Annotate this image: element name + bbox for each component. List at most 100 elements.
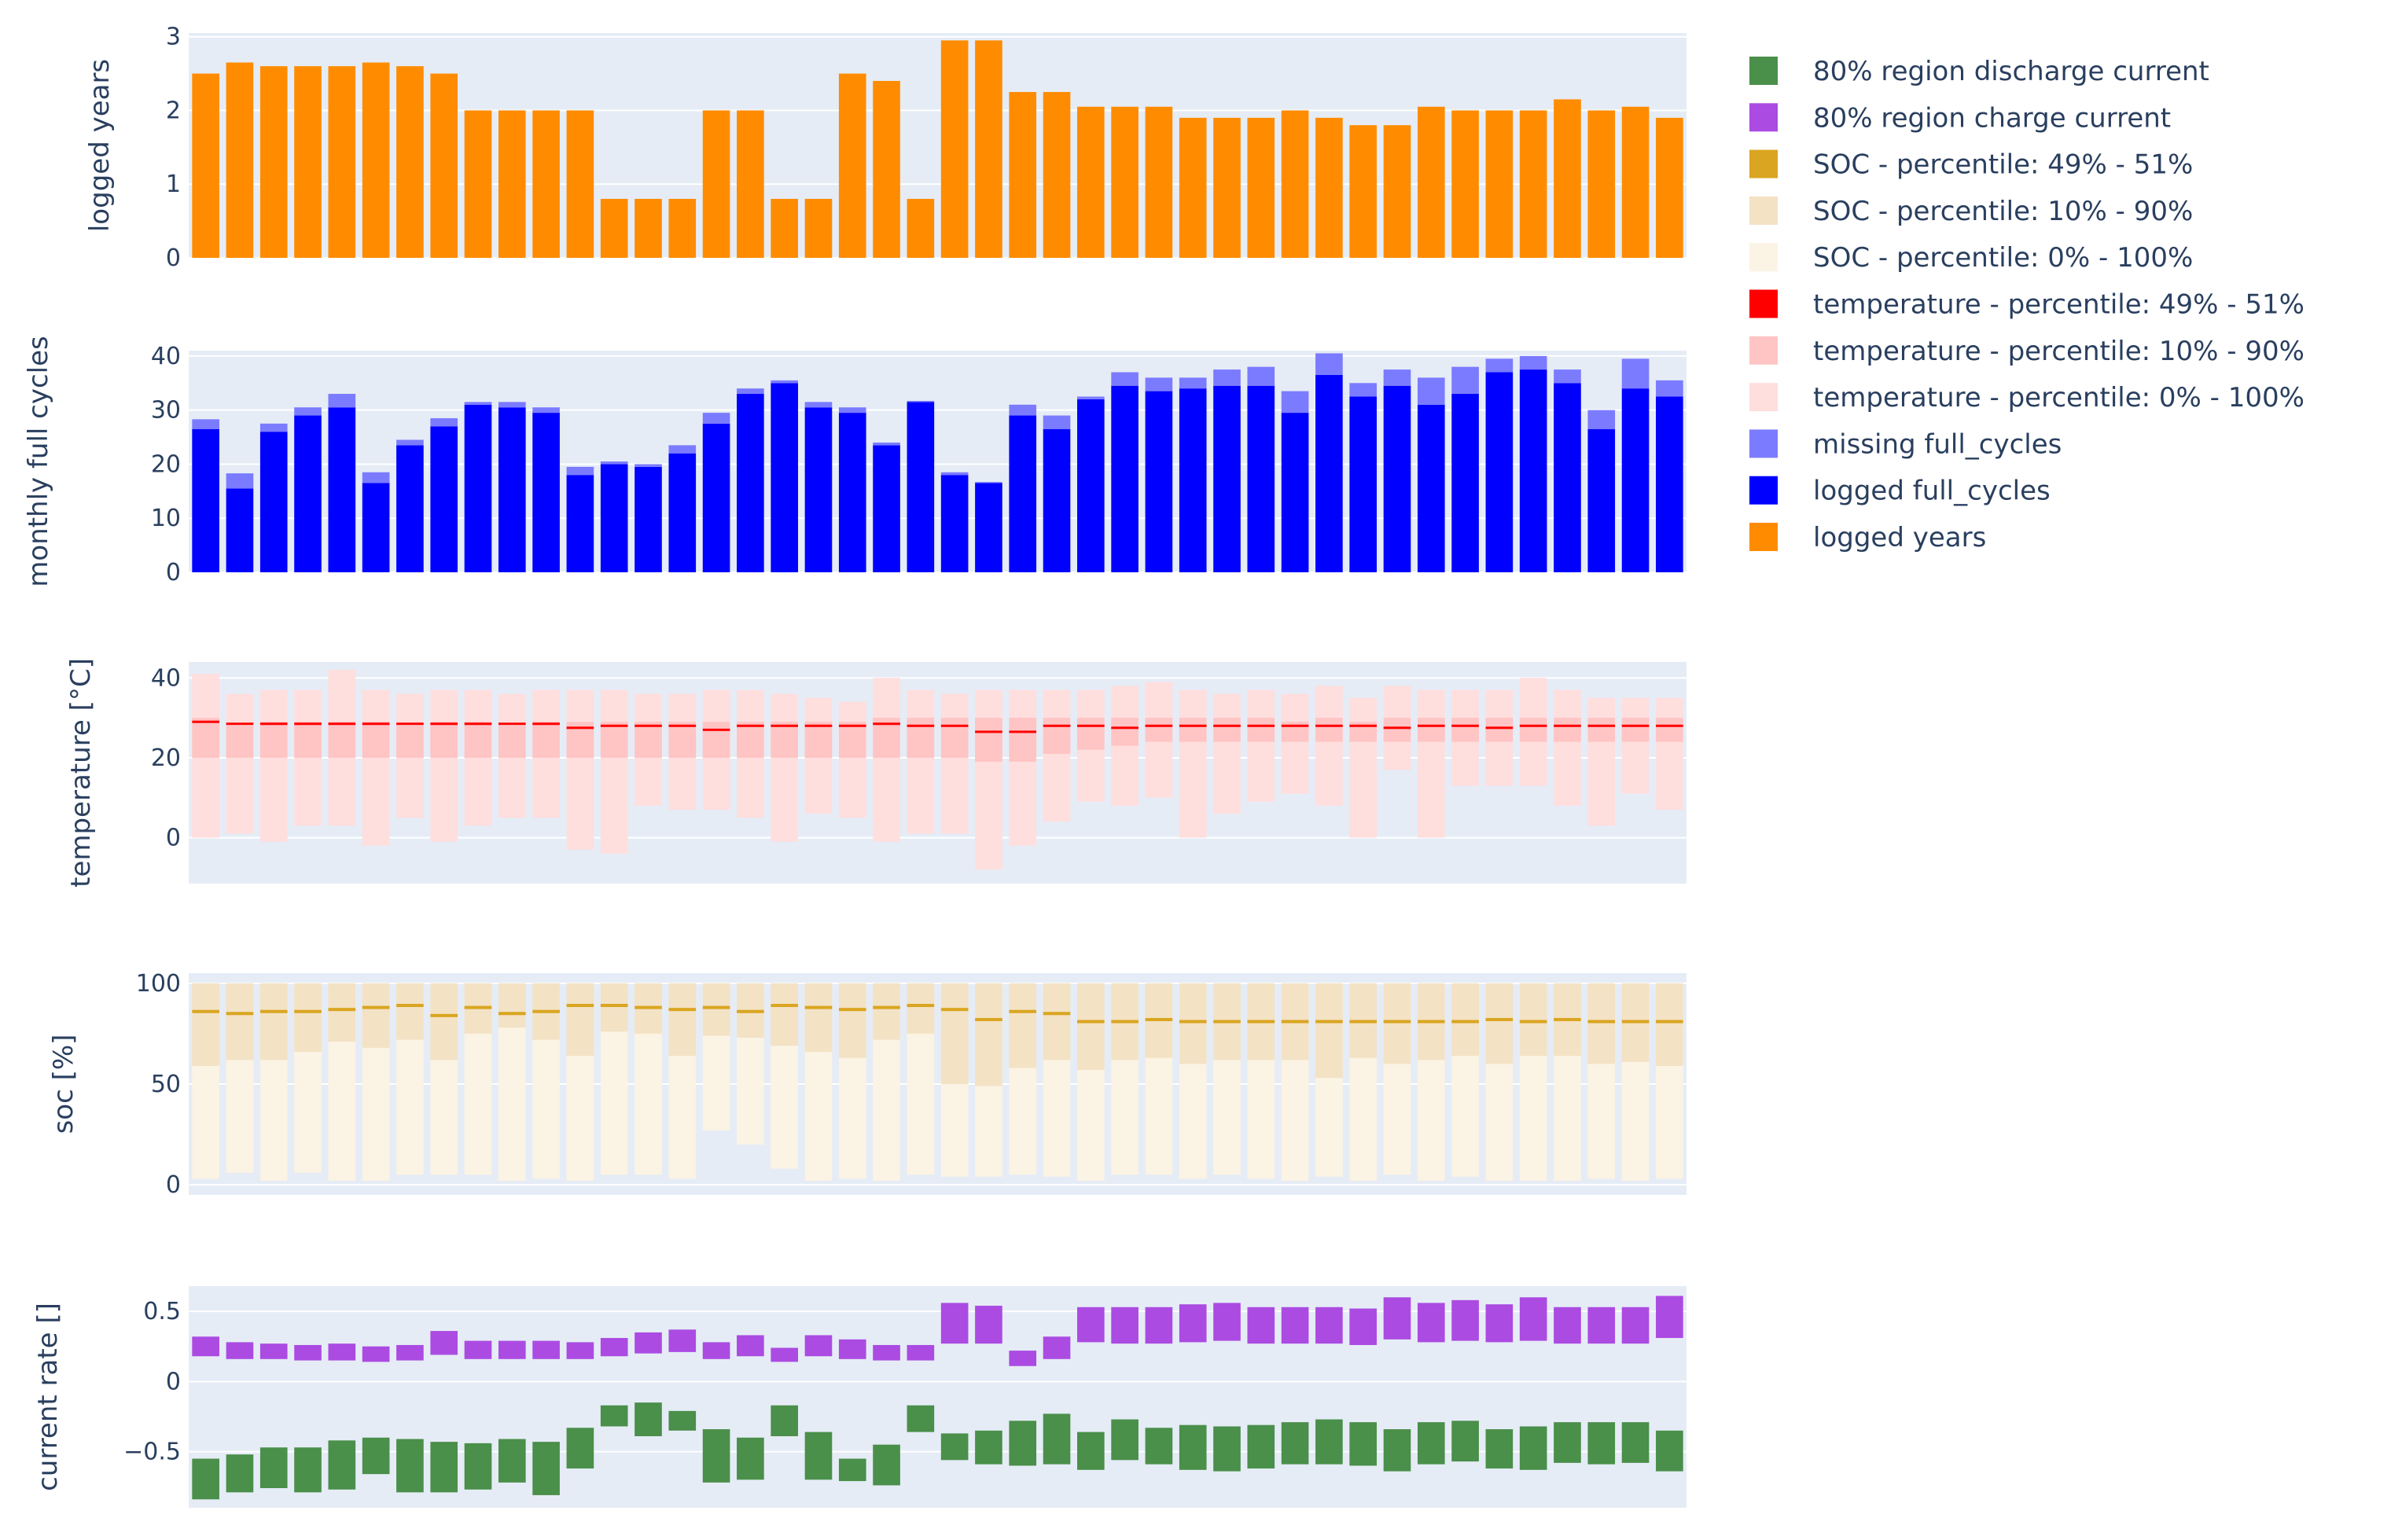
bar-missing-full-cycles xyxy=(259,423,288,432)
bar-temperature-10-90 xyxy=(838,722,866,758)
bar-charge-current xyxy=(464,1340,492,1359)
bar-logged-years xyxy=(1009,92,1037,259)
bar-soc-10-90 xyxy=(804,983,833,1052)
bar-temperature-49-51 xyxy=(1281,724,1309,727)
bar-missing-full-cycles xyxy=(771,380,798,384)
bar-missing-full-cycles xyxy=(1417,377,1445,405)
bar-logged-full-cycles xyxy=(1281,413,1309,572)
bar-soc-49-51 xyxy=(464,1005,492,1009)
bar-soc-10-90 xyxy=(668,983,697,1057)
bar-discharge-current xyxy=(1349,1422,1378,1466)
bar-temperature-10-90 xyxy=(702,722,730,758)
bar-logged-years xyxy=(1519,110,1547,258)
bar-temperature-49-51 xyxy=(635,724,662,727)
bar-discharge-current xyxy=(1587,1422,1616,1465)
bar-discharge-current xyxy=(1213,1426,1241,1472)
bar-logged-full-cycles xyxy=(259,432,288,572)
bar-discharge-current xyxy=(259,1447,288,1489)
bar-discharge-current xyxy=(1315,1419,1343,1465)
bar-missing-full-cycles xyxy=(668,445,697,454)
bar-logged-full-cycles xyxy=(430,426,458,572)
bar-soc-10-90 xyxy=(838,983,866,1058)
bar-temperature-0-100 xyxy=(1009,689,1037,846)
bar-logged-years xyxy=(1145,106,1173,258)
bar-temperature-10-90 xyxy=(804,722,833,758)
bar-missing-full-cycles xyxy=(1587,410,1616,429)
bar-discharge-current xyxy=(294,1447,322,1493)
bar-charge-current xyxy=(702,1342,730,1359)
y-axis-label-full-cycles: monthly full cycles xyxy=(23,336,54,587)
bar-logged-full-cycles xyxy=(940,475,969,572)
bar-logged-years xyxy=(1179,117,1207,258)
bar-temperature-0-100 xyxy=(975,689,1002,870)
bar-logged-full-cycles xyxy=(635,466,662,572)
bar-missing-full-cycles xyxy=(600,461,628,465)
bar-logged-full-cycles xyxy=(1077,399,1105,572)
bar-logged-years xyxy=(702,110,730,258)
bar-charge-current xyxy=(566,1342,594,1359)
bar-logged-full-cycles xyxy=(737,394,764,572)
bar-temperature-49-51 xyxy=(1587,724,1616,727)
bar-logged-years xyxy=(1043,92,1071,259)
bar-missing-full-cycles xyxy=(838,407,866,413)
bar-temperature-0-100 xyxy=(1281,693,1309,794)
bar-logged-years xyxy=(396,66,424,259)
legend-label: missing full_cycles xyxy=(1813,428,2062,460)
bar-discharge-current xyxy=(1281,1422,1309,1465)
bar-logged-years xyxy=(1656,117,1683,258)
bar-temperature-10-90 xyxy=(1451,718,1479,742)
bar-logged-years xyxy=(328,66,356,259)
bar-soc-10-90 xyxy=(1383,983,1411,1064)
legend-label: logged years xyxy=(1813,522,1986,553)
bar-temperature-0-100 xyxy=(1587,697,1616,826)
bar-temperature-10-90 xyxy=(259,722,288,758)
bar-temperature-49-51 xyxy=(1145,724,1173,727)
bar-temperature-10-90 xyxy=(1519,718,1547,742)
bar-logged-full-cycles xyxy=(600,464,628,572)
bar-temperature-10-90 xyxy=(1247,718,1275,742)
y-axis-label-current-rate: current rate [] xyxy=(32,1303,64,1491)
legend-label: SOC - percentile: 0% - 100% xyxy=(1813,242,2193,274)
bar-missing-full-cycles xyxy=(430,417,458,427)
bar-discharge-current xyxy=(1077,1432,1105,1470)
bar-discharge-current xyxy=(975,1430,1002,1465)
bar-temperature-49-51 xyxy=(294,722,322,726)
bar-temperature-0-100 xyxy=(1349,697,1378,838)
y-tick-label: 1 xyxy=(166,171,181,198)
y-tick-label: 2 xyxy=(166,97,181,124)
bar-temperature-49-51 xyxy=(838,724,866,727)
bar-temperature-0-100 xyxy=(226,693,254,834)
legend-swatch xyxy=(1749,476,1778,505)
bar-soc-49-51 xyxy=(838,1008,866,1012)
bar-logged-full-cycles xyxy=(1656,396,1683,572)
bar-discharge-current xyxy=(1554,1422,1581,1463)
bar-charge-current xyxy=(737,1335,764,1357)
bar-temperature-0-100 xyxy=(1621,697,1650,794)
bar-logged-years xyxy=(975,40,1002,259)
bar-temperature-10-90 xyxy=(737,722,764,758)
bar-logged-years xyxy=(737,110,764,258)
legend-label: SOC - percentile: 10% - 90% xyxy=(1813,196,2193,227)
bar-missing-full-cycles xyxy=(737,388,764,395)
bar-charge-current xyxy=(804,1335,833,1357)
bar-discharge-current xyxy=(1247,1424,1275,1469)
bar-soc-10-90 xyxy=(362,983,390,1048)
bar-temperature-49-51 xyxy=(362,722,390,726)
bar-charge-current xyxy=(294,1344,322,1361)
bar-missing-full-cycles xyxy=(1043,415,1071,429)
bar-logged-full-cycles xyxy=(464,404,492,572)
bar-missing-full-cycles xyxy=(1077,396,1105,399)
bar-soc-49-51 xyxy=(1519,1020,1547,1024)
bar-soc-49-51 xyxy=(1281,1020,1309,1024)
bar-logged-years xyxy=(192,73,219,259)
bar-missing-full-cycles xyxy=(1145,377,1173,391)
bar-discharge-current xyxy=(362,1437,390,1475)
bar-charge-current xyxy=(940,1303,969,1344)
bar-missing-full-cycles xyxy=(975,482,1002,483)
bar-logged-years xyxy=(1111,106,1138,258)
bar-temperature-49-51 xyxy=(702,728,730,731)
y-tick-label: 40 xyxy=(151,664,181,692)
y-tick-label: 50 xyxy=(151,1071,181,1098)
bar-temperature-10-90 xyxy=(464,722,492,758)
bar-charge-current xyxy=(328,1343,356,1361)
